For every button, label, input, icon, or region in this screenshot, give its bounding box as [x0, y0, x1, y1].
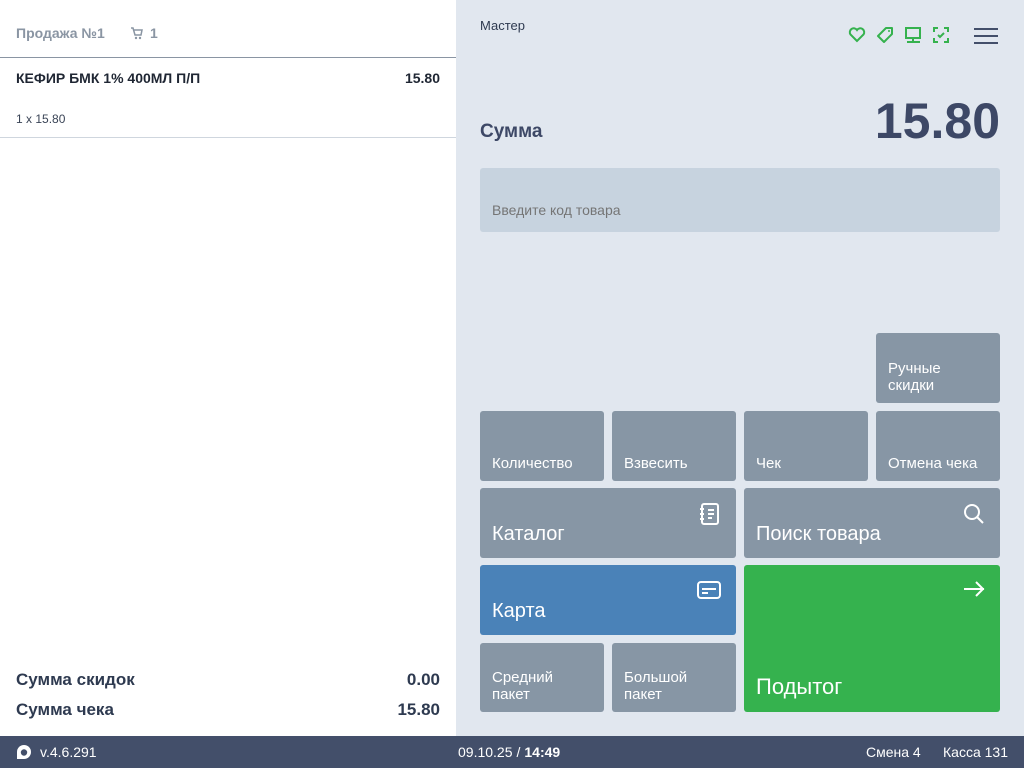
- separator: /: [516, 744, 521, 760]
- date: 09.10.25: [458, 744, 513, 760]
- card-button[interactable]: Карта: [480, 565, 736, 635]
- datetime: 09.10.25 / 14:49: [458, 744, 560, 760]
- user-name: Мастер: [480, 18, 525, 33]
- divider: [0, 137, 456, 138]
- medium-bag-button[interactable]: Средний пакет: [480, 643, 604, 712]
- weigh-button[interactable]: Взвесить: [612, 411, 736, 481]
- catalog-button[interactable]: Каталог: [480, 488, 736, 558]
- discount-label: Сумма скидок: [16, 670, 135, 689]
- monitor-icon[interactable]: [904, 26, 922, 44]
- receipt-panel: Продажа №1 1 КЕФИР БМК 1% 400МЛ П/П 15.8…: [0, 0, 456, 736]
- status-icons: [848, 26, 950, 44]
- divider: [0, 57, 456, 58]
- time: 14:49: [524, 744, 561, 760]
- sum-value: 15.80: [874, 93, 1000, 149]
- subtotal-label: Подытог: [756, 674, 843, 699]
- tag-icon[interactable]: [876, 26, 894, 44]
- search-product-button[interactable]: Поиск товара: [744, 488, 1000, 558]
- cart-icon: [131, 26, 143, 39]
- scan-check-icon[interactable]: [932, 26, 950, 44]
- check-button[interactable]: Чек: [744, 411, 868, 481]
- sum-label: Сумма: [480, 121, 543, 142]
- menu-icon[interactable]: [974, 27, 998, 45]
- item-price: 15.80: [404, 70, 440, 86]
- manual-discounts-button[interactable]: Ручные скидки: [876, 333, 1000, 403]
- quantity-button[interactable]: Количество: [480, 411, 604, 481]
- check-total-label: Сумма чека: [16, 700, 114, 719]
- logo-icon: [17, 745, 31, 759]
- check-total-value: 15.80: [397, 700, 440, 719]
- card-icon: [697, 581, 721, 599]
- catalog-label: Каталог: [492, 523, 565, 545]
- cart-count: 1: [130, 25, 158, 41]
- item-name[interactable]: КЕФИР БМК 1% 400МЛ П/П: [16, 70, 201, 86]
- sale-title: Продажа №1: [16, 25, 105, 41]
- discount-value: 0.00: [406, 670, 440, 689]
- big-bag-button[interactable]: Большой пакет: [612, 643, 736, 712]
- card-label: Карта: [492, 600, 546, 622]
- arrow-right-icon: [964, 581, 985, 597]
- shift: Смена 4: [866, 744, 921, 760]
- search-label: Поиск товара: [756, 523, 881, 545]
- heart-icon[interactable]: [848, 26, 866, 44]
- item-qty: 1 x 15.80: [16, 112, 66, 126]
- status-bar: v.4.6.291 09.10.25 / 14:49 Смена 4 Касса…: [0, 736, 1024, 768]
- register: Касса 131: [943, 744, 1008, 760]
- control-panel: Мастер Сумма 15.80 Ручные скидки Количес…: [456, 0, 1024, 736]
- version: v.4.6.291: [40, 744, 97, 760]
- cart-count-value: 1: [150, 25, 158, 41]
- product-code-input[interactable]: [480, 168, 1000, 232]
- catalog-icon: [700, 503, 719, 525]
- search-icon: [964, 504, 984, 524]
- cancel-check-button[interactable]: Отмена чека: [876, 411, 1000, 481]
- subtotal-button[interactable]: Подытог: [744, 565, 1000, 712]
